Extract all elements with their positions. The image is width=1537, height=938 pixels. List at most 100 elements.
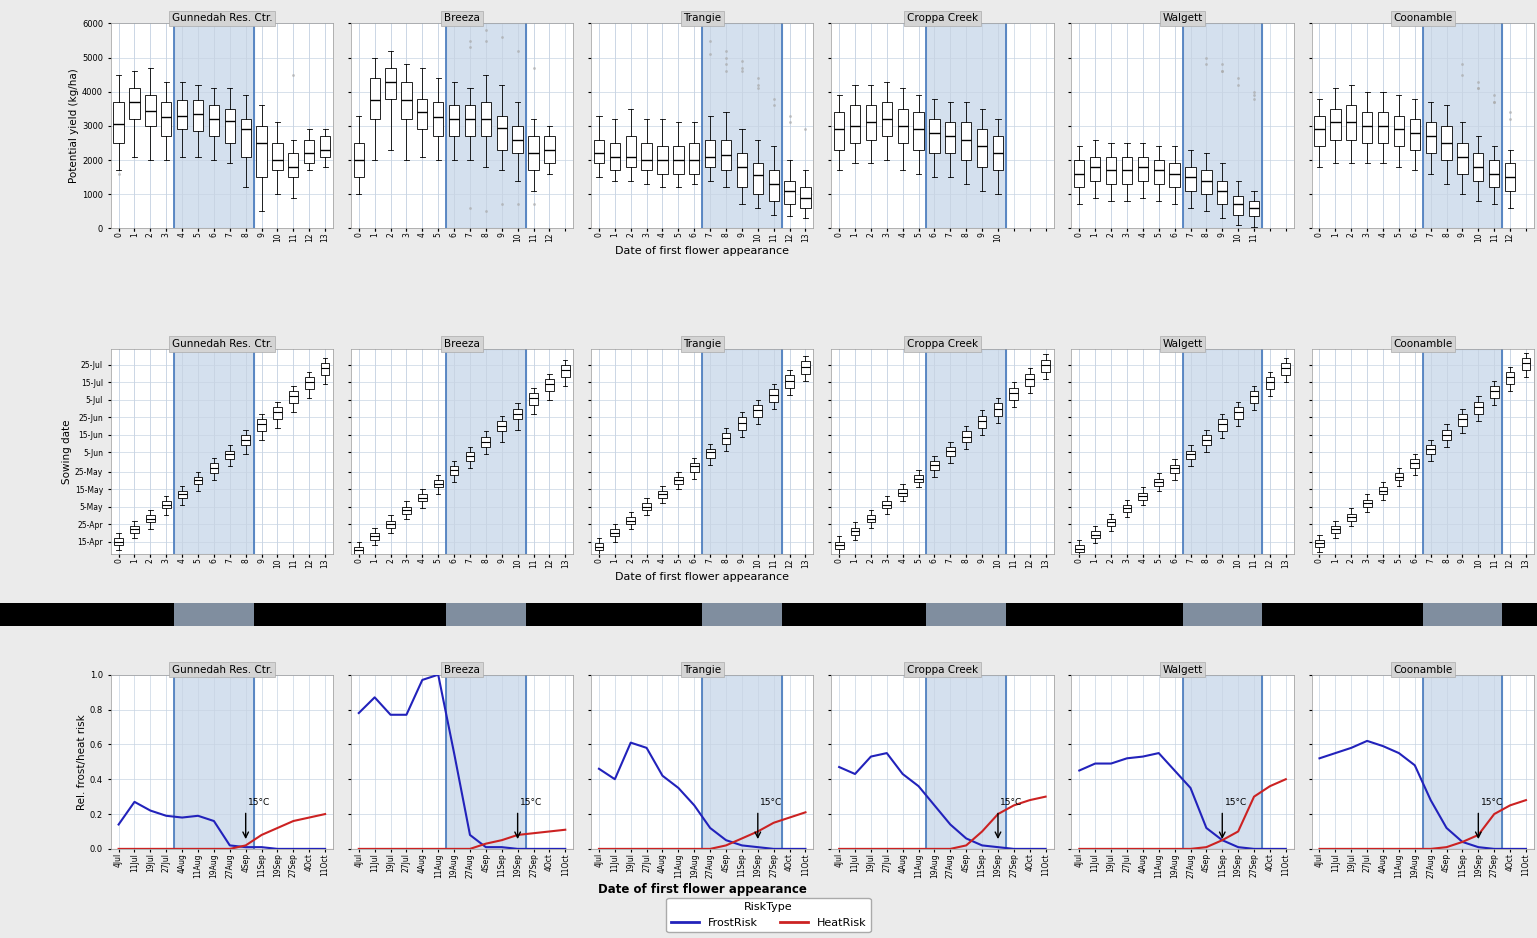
PathPatch shape bbox=[1411, 460, 1419, 468]
Title: Walgett: Walgett bbox=[1162, 665, 1202, 674]
PathPatch shape bbox=[1282, 363, 1290, 375]
PathPatch shape bbox=[274, 407, 281, 419]
PathPatch shape bbox=[595, 543, 604, 551]
PathPatch shape bbox=[1250, 201, 1259, 217]
PathPatch shape bbox=[129, 88, 140, 119]
PathPatch shape bbox=[369, 78, 380, 119]
Title: Coonamble: Coonamble bbox=[1393, 665, 1452, 674]
Title: Walgett: Walgett bbox=[1162, 13, 1202, 23]
PathPatch shape bbox=[1379, 488, 1388, 494]
PathPatch shape bbox=[1090, 157, 1100, 180]
PathPatch shape bbox=[835, 113, 844, 150]
Title: Gunnedah Res. Ctr.: Gunnedah Res. Ctr. bbox=[172, 339, 272, 349]
Bar bbox=[174, 23, 254, 228]
Bar bbox=[174, 674, 254, 849]
PathPatch shape bbox=[224, 109, 235, 143]
PathPatch shape bbox=[561, 365, 570, 377]
PathPatch shape bbox=[1202, 435, 1211, 446]
Title: Breeza: Breeza bbox=[444, 665, 480, 674]
PathPatch shape bbox=[1316, 540, 1323, 547]
PathPatch shape bbox=[1107, 157, 1116, 184]
Title: Coonamble: Coonamble bbox=[1393, 13, 1452, 23]
PathPatch shape bbox=[1489, 386, 1499, 398]
PathPatch shape bbox=[1217, 419, 1227, 431]
PathPatch shape bbox=[1170, 464, 1179, 474]
PathPatch shape bbox=[1187, 450, 1194, 460]
PathPatch shape bbox=[1377, 113, 1388, 143]
PathPatch shape bbox=[738, 417, 747, 430]
PathPatch shape bbox=[386, 521, 395, 528]
PathPatch shape bbox=[1457, 143, 1468, 174]
Title: Walgett: Walgett bbox=[1162, 339, 1202, 349]
PathPatch shape bbox=[144, 95, 155, 126]
PathPatch shape bbox=[898, 109, 908, 143]
Title: Breeza: Breeza bbox=[444, 13, 480, 23]
PathPatch shape bbox=[496, 115, 507, 150]
PathPatch shape bbox=[770, 389, 778, 401]
PathPatch shape bbox=[722, 433, 730, 444]
PathPatch shape bbox=[178, 491, 186, 498]
PathPatch shape bbox=[1122, 505, 1131, 512]
PathPatch shape bbox=[433, 480, 443, 488]
PathPatch shape bbox=[450, 466, 458, 476]
PathPatch shape bbox=[321, 363, 329, 375]
PathPatch shape bbox=[1363, 500, 1371, 507]
PathPatch shape bbox=[865, 105, 876, 140]
PathPatch shape bbox=[529, 393, 538, 405]
PathPatch shape bbox=[226, 450, 234, 460]
Text: 15°C: 15°C bbox=[1225, 798, 1247, 807]
Bar bbox=[174, 349, 254, 554]
Text: 15°C: 15°C bbox=[1001, 798, 1022, 807]
PathPatch shape bbox=[1010, 387, 1017, 400]
PathPatch shape bbox=[1425, 123, 1436, 153]
PathPatch shape bbox=[192, 100, 203, 131]
PathPatch shape bbox=[850, 528, 859, 535]
PathPatch shape bbox=[1122, 157, 1133, 184]
PathPatch shape bbox=[161, 502, 171, 508]
PathPatch shape bbox=[768, 171, 779, 201]
PathPatch shape bbox=[835, 542, 844, 549]
PathPatch shape bbox=[481, 437, 490, 447]
PathPatch shape bbox=[257, 419, 266, 431]
PathPatch shape bbox=[867, 516, 875, 522]
PathPatch shape bbox=[289, 391, 298, 403]
PathPatch shape bbox=[1362, 113, 1373, 143]
Bar bbox=[1182, 349, 1262, 554]
PathPatch shape bbox=[146, 516, 155, 522]
PathPatch shape bbox=[690, 463, 699, 472]
PathPatch shape bbox=[1474, 401, 1483, 414]
PathPatch shape bbox=[1330, 109, 1340, 140]
PathPatch shape bbox=[529, 136, 538, 171]
PathPatch shape bbox=[962, 431, 970, 442]
Title: Coonamble: Coonamble bbox=[1393, 339, 1452, 349]
PathPatch shape bbox=[544, 136, 555, 163]
Text: 15°C: 15°C bbox=[247, 798, 271, 807]
Bar bbox=[927, 23, 1005, 228]
PathPatch shape bbox=[785, 375, 795, 387]
PathPatch shape bbox=[1489, 160, 1500, 188]
PathPatch shape bbox=[1041, 359, 1050, 371]
PathPatch shape bbox=[449, 105, 460, 136]
PathPatch shape bbox=[1139, 492, 1147, 500]
PathPatch shape bbox=[1170, 163, 1180, 188]
PathPatch shape bbox=[1394, 474, 1403, 480]
PathPatch shape bbox=[546, 379, 553, 391]
PathPatch shape bbox=[354, 143, 364, 177]
Bar bbox=[927, 349, 1005, 554]
PathPatch shape bbox=[1234, 407, 1242, 419]
PathPatch shape bbox=[978, 129, 987, 167]
PathPatch shape bbox=[1394, 115, 1405, 146]
PathPatch shape bbox=[993, 136, 1004, 171]
PathPatch shape bbox=[1459, 414, 1466, 426]
PathPatch shape bbox=[304, 140, 315, 163]
PathPatch shape bbox=[1250, 391, 1259, 403]
PathPatch shape bbox=[1442, 430, 1451, 440]
PathPatch shape bbox=[978, 416, 987, 428]
PathPatch shape bbox=[1025, 373, 1034, 386]
Title: Gunnedah Res. Ctr.: Gunnedah Res. Ctr. bbox=[172, 665, 272, 674]
PathPatch shape bbox=[784, 180, 795, 204]
Title: Gunnedah Res. Ctr.: Gunnedah Res. Ctr. bbox=[172, 13, 272, 23]
PathPatch shape bbox=[801, 361, 810, 373]
PathPatch shape bbox=[1154, 160, 1164, 184]
PathPatch shape bbox=[882, 502, 891, 508]
